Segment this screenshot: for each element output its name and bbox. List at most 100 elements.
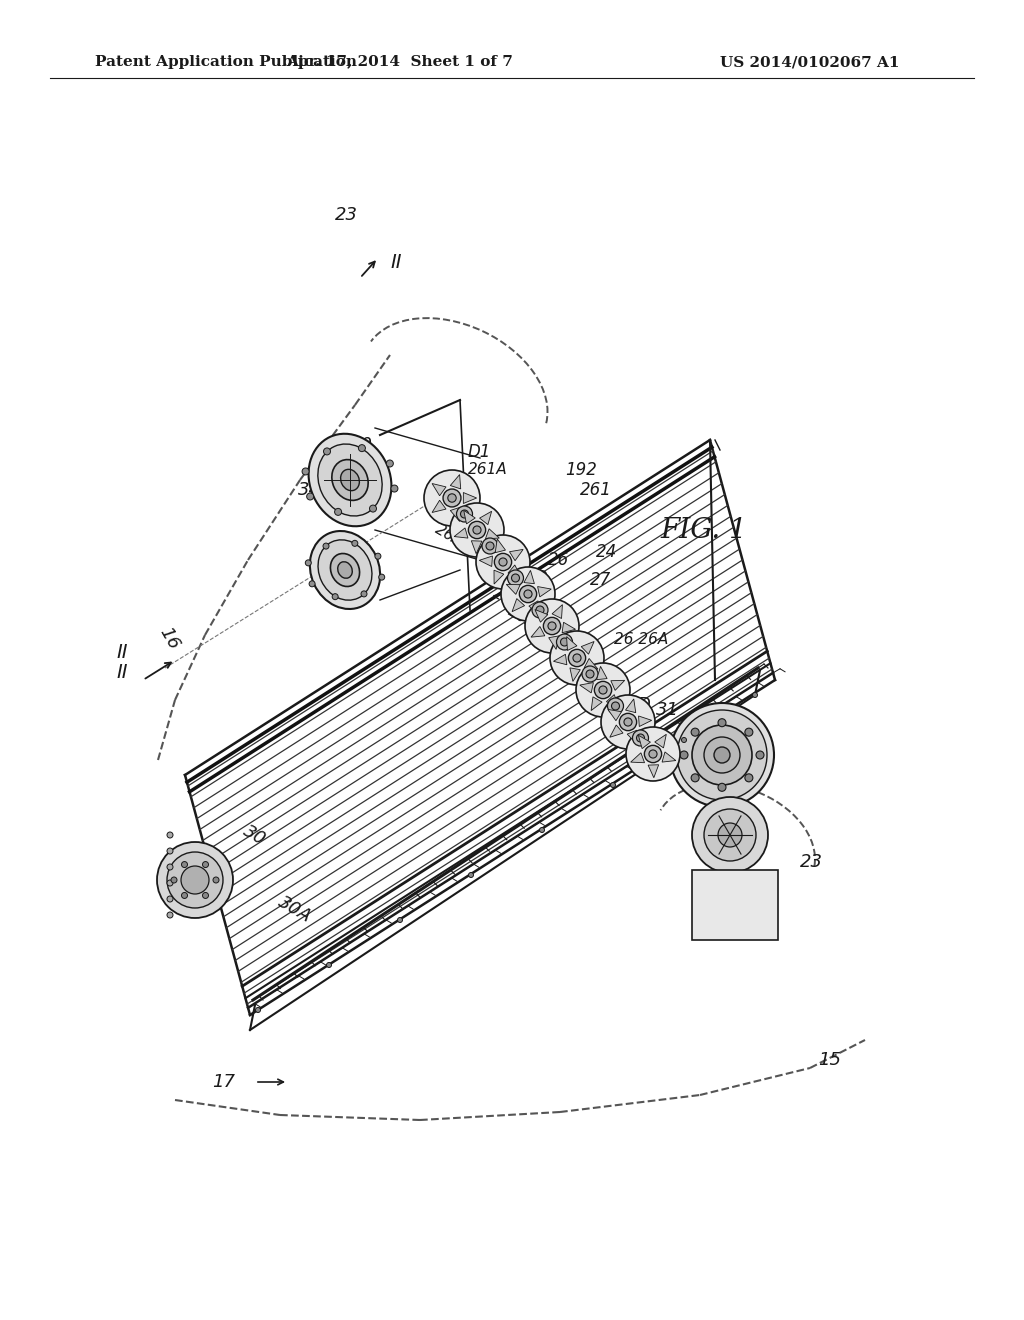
Circle shape xyxy=(370,506,377,512)
Polygon shape xyxy=(479,511,492,524)
Polygon shape xyxy=(528,601,540,615)
Circle shape xyxy=(718,822,742,847)
Polygon shape xyxy=(506,585,520,594)
Circle shape xyxy=(611,702,620,710)
Circle shape xyxy=(753,693,758,697)
Circle shape xyxy=(457,506,472,521)
Text: II: II xyxy=(390,252,401,272)
Circle shape xyxy=(324,447,331,455)
Text: 31: 31 xyxy=(656,701,679,719)
Polygon shape xyxy=(471,541,482,554)
Circle shape xyxy=(167,912,173,917)
Polygon shape xyxy=(455,528,468,539)
Circle shape xyxy=(692,797,768,873)
Circle shape xyxy=(486,543,494,550)
Polygon shape xyxy=(463,492,476,503)
Polygon shape xyxy=(610,725,623,738)
Polygon shape xyxy=(432,483,446,496)
Circle shape xyxy=(203,862,209,867)
Circle shape xyxy=(391,484,398,492)
Circle shape xyxy=(624,718,632,726)
Text: 23: 23 xyxy=(800,853,823,871)
Text: D: D xyxy=(535,569,548,587)
Text: II: II xyxy=(117,644,128,663)
Ellipse shape xyxy=(317,444,382,516)
Polygon shape xyxy=(638,735,650,748)
Text: 72: 72 xyxy=(588,697,615,723)
Polygon shape xyxy=(510,549,523,561)
Text: 22: 22 xyxy=(610,708,637,733)
Text: Patent Application Publication: Patent Application Publication xyxy=(95,55,357,69)
Circle shape xyxy=(508,570,523,586)
Circle shape xyxy=(512,574,519,582)
Text: FIG. 1: FIG. 1 xyxy=(660,516,746,544)
Circle shape xyxy=(744,729,753,737)
Text: 30A: 30A xyxy=(275,894,314,927)
Polygon shape xyxy=(524,570,535,583)
Polygon shape xyxy=(553,655,567,665)
Polygon shape xyxy=(432,500,446,512)
Polygon shape xyxy=(451,475,461,488)
Text: 26: 26 xyxy=(548,550,569,569)
Polygon shape xyxy=(639,715,651,726)
Text: 26B: 26B xyxy=(505,605,539,632)
Circle shape xyxy=(181,892,187,899)
Polygon shape xyxy=(485,529,500,539)
Polygon shape xyxy=(566,636,577,651)
Circle shape xyxy=(594,681,611,698)
Circle shape xyxy=(171,876,177,883)
Circle shape xyxy=(302,469,309,475)
Circle shape xyxy=(548,622,556,630)
Polygon shape xyxy=(531,627,545,638)
Text: 17: 17 xyxy=(212,1073,234,1092)
Circle shape xyxy=(203,892,209,899)
Circle shape xyxy=(306,492,313,500)
Polygon shape xyxy=(582,642,594,655)
Polygon shape xyxy=(648,764,658,777)
Text: 35: 35 xyxy=(322,459,345,477)
Text: D: D xyxy=(555,606,567,624)
Circle shape xyxy=(386,459,393,467)
Circle shape xyxy=(469,873,473,878)
Circle shape xyxy=(167,832,173,838)
Polygon shape xyxy=(692,870,778,940)
Polygon shape xyxy=(654,734,667,748)
Circle shape xyxy=(691,774,699,781)
Polygon shape xyxy=(627,730,637,744)
Circle shape xyxy=(626,727,680,781)
Polygon shape xyxy=(464,511,475,524)
Text: II: II xyxy=(117,663,128,681)
Polygon shape xyxy=(570,668,581,681)
Circle shape xyxy=(677,710,767,800)
Polygon shape xyxy=(512,598,524,611)
Circle shape xyxy=(586,671,594,678)
Circle shape xyxy=(573,653,581,663)
Text: 261A: 261A xyxy=(670,760,710,776)
Polygon shape xyxy=(496,539,506,553)
Circle shape xyxy=(637,734,644,742)
Text: Apr. 17, 2014  Sheet 1 of 7: Apr. 17, 2014 Sheet 1 of 7 xyxy=(287,55,513,69)
Circle shape xyxy=(524,590,532,598)
Circle shape xyxy=(607,698,624,714)
Polygon shape xyxy=(608,709,622,721)
Circle shape xyxy=(532,602,548,618)
Text: D: D xyxy=(510,539,522,557)
Circle shape xyxy=(167,847,173,854)
Ellipse shape xyxy=(338,562,352,578)
Text: 26A1: 26A1 xyxy=(432,521,474,554)
Text: D: D xyxy=(638,696,650,714)
Text: 34: 34 xyxy=(298,480,321,499)
Text: D1: D1 xyxy=(655,741,678,759)
Text: 261A: 261A xyxy=(468,462,508,478)
Circle shape xyxy=(705,809,756,861)
Circle shape xyxy=(379,574,385,581)
Polygon shape xyxy=(552,605,562,619)
Circle shape xyxy=(447,494,457,502)
Circle shape xyxy=(501,568,555,620)
Circle shape xyxy=(461,510,469,517)
Circle shape xyxy=(335,508,342,515)
Circle shape xyxy=(560,638,568,645)
Text: US 2014/0102067 A1: US 2014/0102067 A1 xyxy=(720,55,900,69)
Text: 23: 23 xyxy=(335,206,358,224)
Polygon shape xyxy=(549,636,559,649)
